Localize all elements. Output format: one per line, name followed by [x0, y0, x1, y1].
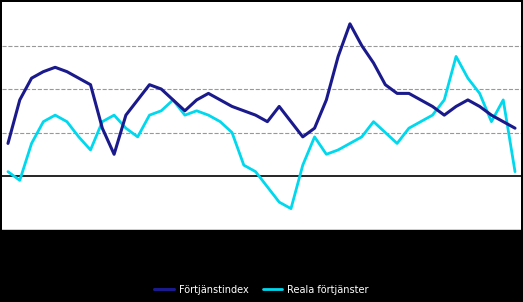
- Legend: Förtjänstindex, Reala förtjänster: Förtjänstindex, Reala förtjänster: [151, 281, 372, 299]
